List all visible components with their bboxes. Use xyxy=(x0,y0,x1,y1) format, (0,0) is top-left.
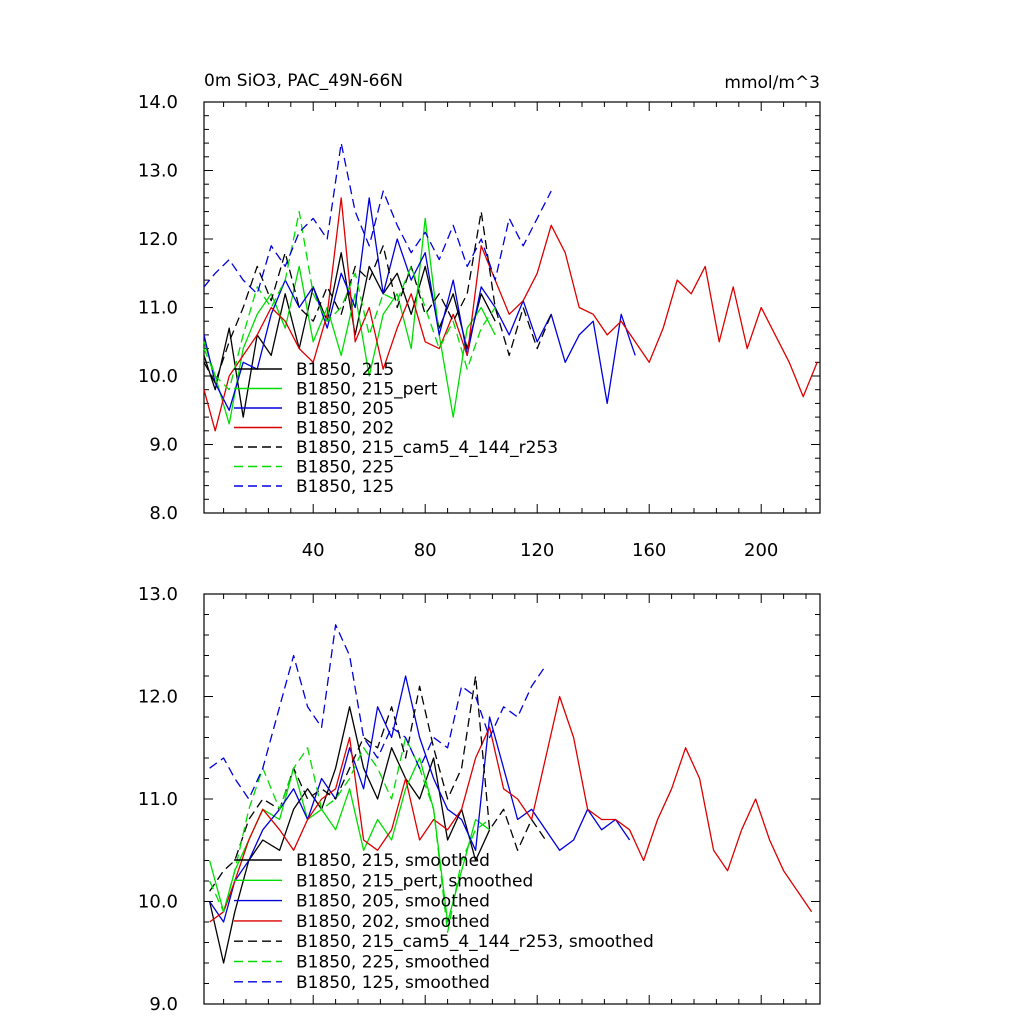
legend-label: B1850, 125 xyxy=(296,477,394,497)
y-tick-label: 14.0 xyxy=(138,92,178,113)
top-series-lines xyxy=(203,142,818,432)
legend-label: B1850, 225 xyxy=(296,458,394,478)
bottom-ticks: 9.0 10.0 11.0 12.0 13.0 xyxy=(138,584,820,1015)
y-tick-label: 10.0 xyxy=(138,366,178,387)
series-line xyxy=(209,675,547,892)
x-tick-label: 200 xyxy=(744,540,778,561)
series-line xyxy=(209,624,547,800)
y-tick-label: 11.0 xyxy=(138,298,178,319)
y-tick-label: 9.0 xyxy=(149,435,178,456)
series-line xyxy=(203,210,552,384)
series-line xyxy=(209,695,813,923)
bottom-series-lines xyxy=(208,624,813,964)
top-title-right: mmol/m^3 xyxy=(724,73,820,93)
series-line xyxy=(209,736,490,933)
legend-label: B1850, 215, smoothed xyxy=(296,851,490,871)
legend-label: B1850, 225, smoothed xyxy=(296,953,490,973)
x-tick-label: 120 xyxy=(520,540,554,561)
series-line xyxy=(203,197,636,411)
series-line xyxy=(203,210,496,391)
bottom-panel: 9.0 10.0 11.0 12.0 13.0 B1850, 215, smoothed… xyxy=(138,584,821,1015)
y-tick-label: 9.0 xyxy=(149,994,178,1015)
top-ticks: 8.0 9.0 10.0 11.0 12.0 13.0 14.0 40 80 120 160 200 xyxy=(138,92,820,561)
legend-label: B1850, 205 xyxy=(296,399,394,419)
y-tick-label: 12.0 xyxy=(138,229,178,250)
legend-label: B1850, 215_cam5_4_144_r253, smoothed xyxy=(296,932,654,952)
legend-label: B1850, 215 xyxy=(296,360,394,380)
y-tick-label: 10.0 xyxy=(138,892,178,913)
y-tick-label: 13.0 xyxy=(138,161,178,182)
x-tick-label: 40 xyxy=(302,540,325,561)
x-tick-label: 160 xyxy=(632,540,666,561)
legend-label: B1850, 215_pert xyxy=(296,380,438,400)
y-tick-label: 11.0 xyxy=(138,789,178,810)
series-line xyxy=(203,217,496,425)
top-title-left: 0m SiO3, PAC_49N-66N xyxy=(204,71,403,91)
series-line xyxy=(203,252,496,418)
legend-label: B1850, 125, smoothed xyxy=(296,973,490,993)
legend-label: B1850, 215_cam5_4_144_r253 xyxy=(296,438,558,458)
x-tick-label: 80 xyxy=(414,540,437,561)
y-tick-label: 13.0 xyxy=(138,584,178,605)
legend-label: B1850, 202 xyxy=(296,419,394,439)
series-line xyxy=(203,142,552,295)
legend-label: B1850, 205, smoothed xyxy=(296,892,490,912)
top-panel: 0m SiO3, PAC_49N-66N mmol/m^3 8.0 9.0 10.0… xyxy=(138,71,821,561)
series-line xyxy=(208,706,491,964)
series-line xyxy=(203,197,818,432)
legend-label: B1850, 215_pert, smoothed xyxy=(296,871,533,891)
y-tick-label: 12.0 xyxy=(138,687,178,708)
legend-label: B1850, 202, smoothed xyxy=(296,912,490,932)
y-tick-label: 8.0 xyxy=(149,503,178,524)
